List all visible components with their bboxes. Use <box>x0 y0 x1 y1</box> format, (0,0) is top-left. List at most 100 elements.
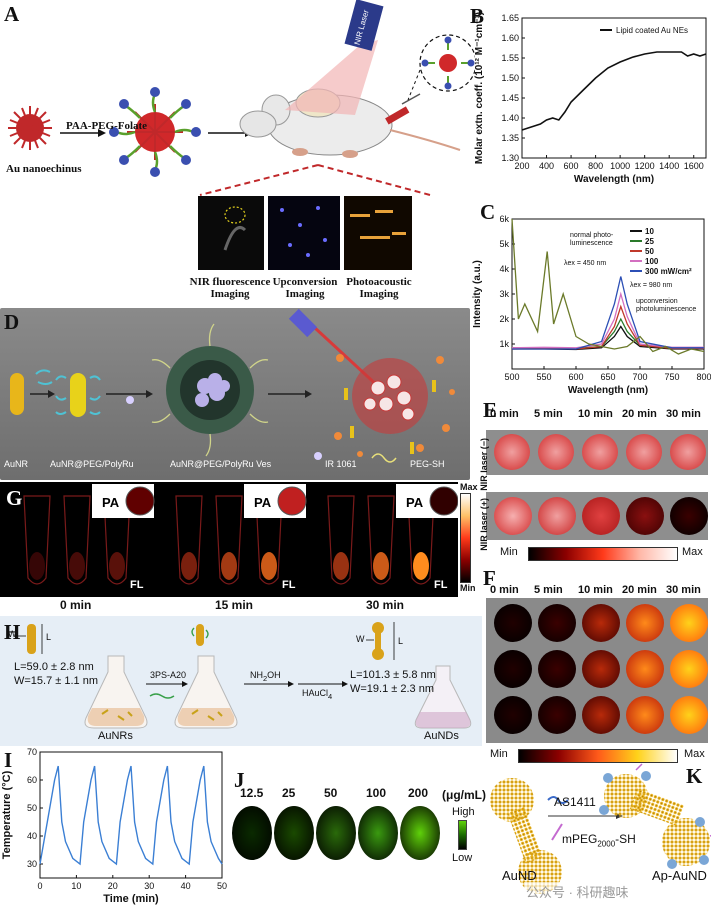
x-tick-label: 200 <box>514 161 529 171</box>
g-colorbar-group: Max Min <box>460 482 484 597</box>
tube <box>327 495 355 585</box>
y-axis-label: Intensity (a.u.) <box>472 260 483 328</box>
j-high: High <box>452 806 475 818</box>
plot-frame <box>521 17 707 159</box>
panel-label-i: I <box>4 748 13 772</box>
x-tick-label: 50 <box>217 881 227 891</box>
flask-icon-aunrs <box>84 655 148 729</box>
y-tick-label: 4k <box>499 264 509 274</box>
nir-laser-icon: NIR Laser <box>344 0 384 51</box>
time-label: 5 min <box>534 584 563 596</box>
tube-signal <box>373 552 389 580</box>
well <box>538 434 574 470</box>
aunr-dimension-icon <box>18 624 43 654</box>
panel-c-chart: 500 550 600 650 700 750 800 1k 2k 3k 4k 5k 6k Wavelen… <box>472 214 711 396</box>
x-tick-label: 30 <box>144 881 154 891</box>
fl-label: FL <box>434 579 448 591</box>
d-caption-aunr: AuNR <box>4 459 29 469</box>
well <box>538 650 576 688</box>
j-colorbar <box>458 820 467 850</box>
well <box>494 434 530 470</box>
y-tick-label: 1k <box>499 339 509 349</box>
tube <box>175 495 203 585</box>
g-colorbar-min: Min <box>460 583 476 593</box>
well <box>670 696 708 734</box>
j-unit: (μg/mL) <box>442 788 486 802</box>
tube <box>103 495 131 585</box>
x-tick-label: 600 <box>564 161 579 171</box>
f-colorbar-min: Min <box>490 748 508 760</box>
panel-h-scene: W L W L L=59.0 ± 2.8 nm W=15.7 ± 1.1 nm L… <box>0 616 482 746</box>
g-frame-2: PA FL <box>327 484 459 591</box>
panel-label-b: B <box>470 4 485 28</box>
pa-label: PA <box>406 495 424 510</box>
x-tick-label: 1600 <box>684 161 704 171</box>
tube-signal <box>69 552 85 580</box>
k-reagent-as1411: AS1411 <box>554 795 596 809</box>
pa-label: PA <box>254 495 272 510</box>
g-time-labels: 0 min 15 min 30 min <box>60 598 405 612</box>
aund-dimension-icon <box>366 622 395 660</box>
h-dims-right: L=101.3 ± 5.8 nm W=19.1 ± 2.3 nm <box>350 669 436 695</box>
coated-rod-icon <box>55 373 101 417</box>
legend-label: 10 <box>645 227 654 236</box>
h-reagent-nh2oh: NH2OH <box>250 670 281 683</box>
pa-well <box>277 486 307 516</box>
x-tick-label: 1400 <box>659 161 679 171</box>
j-concentration: 200 <box>408 786 429 800</box>
g-colorbar-max: Max <box>460 482 478 492</box>
c-annotation-lambda450: λex = 450 nm <box>564 260 606 267</box>
y-tick-label: 60 <box>27 775 37 785</box>
x-tick-label: 0 <box>37 881 42 891</box>
well <box>538 696 576 734</box>
g-frame-1: PA FL <box>175 484 307 591</box>
well <box>494 650 532 688</box>
imaging-label-photoacoustic: Photoacoustic Imaging <box>346 276 412 300</box>
time-label: 20 min <box>622 584 657 596</box>
time-label: 0 min <box>490 408 519 420</box>
series-line-0 <box>39 765 223 866</box>
h-reagent-haucl4: HAuCl4 <box>302 688 333 701</box>
time-label: 10 min <box>578 408 613 420</box>
well <box>538 497 576 535</box>
x-tick-label: 1200 <box>635 161 655 171</box>
nanoechinus-label: Au nanoechinus <box>6 163 82 175</box>
imaging-label-nir: NIR fluorescence Imaging <box>189 276 271 300</box>
h-reagent-3ps: 3PS-A20 <box>150 670 187 680</box>
y-axis-label: Temperature (°C) <box>1 770 13 859</box>
k-reagent-mpeg: mPEG2000-SH <box>562 832 636 849</box>
series-line-0 <box>521 51 707 131</box>
tube-signal <box>221 552 237 580</box>
y-tick-label: 5k <box>499 239 509 249</box>
well <box>494 604 532 642</box>
e-row-minus <box>486 430 708 475</box>
j-concentration: 25 <box>282 786 296 800</box>
well <box>670 434 706 470</box>
well <box>582 650 620 688</box>
x-tick-label: 650 <box>600 372 615 382</box>
vesicle-icon <box>151 323 269 457</box>
x-tick-label: 800 <box>588 161 603 171</box>
f-time-labels: 0 min 5 min 10 min 20 min 30 min <box>490 584 711 598</box>
coated-aunr-icon <box>191 624 209 646</box>
panel-label-g: G <box>6 486 23 510</box>
panel-label-e: E <box>483 398 498 422</box>
tube <box>215 495 243 585</box>
panel-label-c: C <box>480 200 496 224</box>
j-sample-image <box>358 806 398 860</box>
zoom-particle-icon <box>421 36 475 90</box>
f-grid <box>486 598 708 743</box>
h-dims-left: L=59.0 ± 2.8 nm W=15.7 ± 1.1 nm <box>14 661 98 687</box>
x-tick-label: 500 <box>504 372 519 382</box>
c-annotation-upconv: upconversion <box>636 298 678 305</box>
g-colorbar <box>460 493 471 583</box>
legend-label: 50 <box>645 247 654 256</box>
x-tick-label: 700 <box>632 372 647 382</box>
pa-label: PA <box>102 495 120 510</box>
x-axis-label: Time (min) <box>103 893 159 905</box>
y-tick-label: 50 <box>27 803 37 813</box>
legend-label: 25 <box>645 237 654 246</box>
x-tick-label: 400 <box>539 161 554 171</box>
panel-b-chart: 200 400 600 800 1000 1200 1400 1600 1.30 1.35 1.40… <box>474 12 707 185</box>
